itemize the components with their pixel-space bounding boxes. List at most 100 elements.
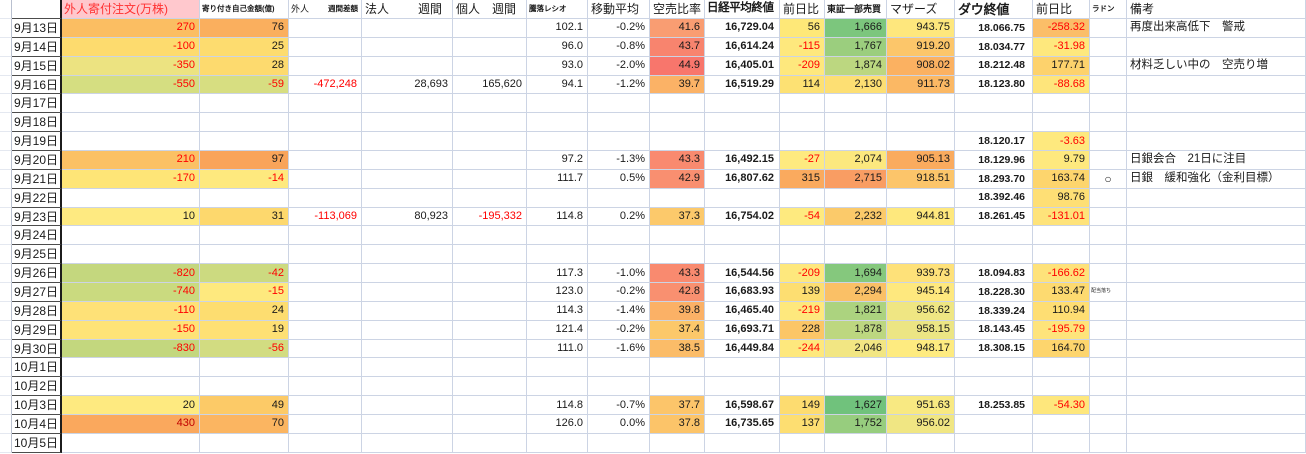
cell-c-row4[interactable]	[200, 94, 289, 114]
cell-m-row15[interactable]: 956.62	[887, 301, 955, 321]
cell-e-row11[interactable]	[362, 226, 453, 246]
cell-f-row11[interactable]	[453, 226, 527, 246]
cell-d-row22[interactable]	[289, 433, 362, 453]
cell-n-row6[interactable]: 18.120.17	[955, 132, 1033, 152]
cell-k-row11[interactable]	[780, 226, 825, 246]
cell-i-row18[interactable]	[650, 358, 705, 378]
cell-d-row13[interactable]	[289, 264, 362, 284]
cell-n-row13[interactable]: 18.094.83	[955, 264, 1033, 284]
cell-h-row13[interactable]: -1.0%	[588, 264, 650, 284]
cell-g-row19[interactable]	[527, 377, 588, 397]
cell-p-row1[interactable]	[1090, 37, 1127, 57]
cell-b-row19[interactable]	[62, 377, 200, 397]
cell-o-row3[interactable]: -88.68	[1033, 75, 1090, 95]
cell-j-row14[interactable]: 16,683.93	[705, 283, 780, 302]
cell-f-row9[interactable]	[453, 188, 527, 208]
cell-q-row12[interactable]	[1127, 245, 1306, 265]
cell-i-row7[interactable]: 43.3	[650, 151, 705, 170]
cell-c-row8[interactable]: -14	[200, 169, 289, 189]
cell-p-row20[interactable]	[1090, 396, 1127, 416]
header-cell-o[interactable]: 前日比	[1033, 0, 1090, 19]
cell-o-row4[interactable]	[1033, 94, 1090, 114]
date-cell[interactable]: 9月25日	[12, 245, 62, 265]
cell-b-row5[interactable]	[62, 113, 200, 133]
cell-o-row6[interactable]: -3.63	[1033, 132, 1090, 152]
cell-n-row20[interactable]: 18.253.85	[955, 396, 1033, 416]
cell-k-row14[interactable]: 139	[780, 283, 825, 302]
cell-b-row17[interactable]: -830	[62, 339, 200, 359]
cell-n-row5[interactable]	[955, 113, 1033, 133]
cell-l-row10[interactable]: 2,232	[825, 207, 887, 227]
cell-c-row10[interactable]: 31	[200, 207, 289, 227]
header-cell-i[interactable]: 空売比率	[650, 0, 705, 19]
cell-c-row2[interactable]: 28	[200, 56, 289, 76]
cell-j-row18[interactable]	[705, 358, 780, 378]
cell-e-row10[interactable]: 80,923	[362, 207, 453, 227]
cell-j-row6[interactable]	[705, 132, 780, 152]
cell-o-row14[interactable]: 133.47	[1033, 283, 1090, 302]
date-cell[interactable]: 9月24日	[12, 226, 62, 246]
cell-k-row4[interactable]	[780, 94, 825, 114]
cell-e-row16[interactable]	[362, 320, 453, 340]
cell-f-row5[interactable]	[453, 113, 527, 133]
cell-b-row12[interactable]	[62, 245, 200, 265]
cell-i-row0[interactable]: 41.6	[650, 19, 705, 38]
cell-f-row20[interactable]	[453, 396, 527, 416]
cell-l-row5[interactable]	[825, 113, 887, 133]
cell-l-row0[interactable]: 1,666	[825, 19, 887, 38]
cell-q-row14[interactable]	[1127, 283, 1306, 302]
cell-k-row9[interactable]	[780, 188, 825, 208]
cell-h-row18[interactable]	[588, 358, 650, 378]
cell-m-row21[interactable]: 956.02	[887, 415, 955, 434]
cell-n-row22[interactable]	[955, 433, 1033, 453]
cell-c-row20[interactable]: 49	[200, 396, 289, 416]
cell-m-row17[interactable]: 948.17	[887, 339, 955, 359]
cell-c-row9[interactable]	[200, 188, 289, 208]
date-cell[interactable]: 9月15日	[12, 56, 62, 76]
cell-i-row21[interactable]: 37.8	[650, 415, 705, 434]
cell-q-row17[interactable]	[1127, 339, 1306, 359]
cell-e-row7[interactable]	[362, 151, 453, 170]
cell-k-row3[interactable]: 114	[780, 75, 825, 95]
cell-l-row14[interactable]: 2,294	[825, 283, 887, 302]
cell-b-row2[interactable]: -350	[62, 56, 200, 76]
cell-i-row16[interactable]: 37.4	[650, 320, 705, 340]
cell-i-row10[interactable]: 37.3	[650, 207, 705, 227]
cell-n-row7[interactable]: 18.129.96	[955, 151, 1033, 170]
cell-j-row1[interactable]: 16,614.24	[705, 37, 780, 57]
cell-g-row20[interactable]: 114.8	[527, 396, 588, 416]
cell-b-row10[interactable]: 10	[62, 207, 200, 227]
cell-i-row22[interactable]	[650, 433, 705, 453]
cell-g-row2[interactable]: 93.0	[527, 56, 588, 76]
cell-h-row10[interactable]: 0.2%	[588, 207, 650, 227]
cell-d-row21[interactable]	[289, 415, 362, 434]
cell-h-row11[interactable]	[588, 226, 650, 246]
header-cell-b[interactable]: 外人寄付注文(万株)	[62, 0, 200, 19]
date-cell[interactable]: 9月13日	[12, 19, 62, 38]
cell-o-row8[interactable]: 163.74	[1033, 169, 1090, 189]
header-cell-l[interactable]: 東証一部売買	[825, 0, 887, 19]
cell-o-row1[interactable]: -31.98	[1033, 37, 1090, 57]
cell-j-row12[interactable]	[705, 245, 780, 265]
header-cell-date[interactable]	[12, 0, 62, 19]
cell-d-row4[interactable]	[289, 94, 362, 114]
cell-o-row19[interactable]	[1033, 377, 1090, 397]
cell-h-row12[interactable]	[588, 245, 650, 265]
cell-c-row6[interactable]	[200, 132, 289, 152]
cell-g-row12[interactable]	[527, 245, 588, 265]
cell-k-row18[interactable]	[780, 358, 825, 378]
cell-l-row17[interactable]: 2,046	[825, 339, 887, 359]
header-cell-d[interactable]: 外人 週間差額	[289, 0, 362, 19]
cell-c-row14[interactable]: -15	[200, 283, 289, 302]
cell-q-row4[interactable]	[1127, 94, 1306, 114]
cell-d-row6[interactable]	[289, 132, 362, 152]
cell-j-row0[interactable]: 16,729.04	[705, 19, 780, 38]
cell-j-row16[interactable]: 16,693.71	[705, 320, 780, 340]
cell-l-row9[interactable]	[825, 188, 887, 208]
cell-m-row16[interactable]: 958.15	[887, 320, 955, 340]
cell-e-row17[interactable]	[362, 339, 453, 359]
cell-p-row9[interactable]	[1090, 188, 1127, 208]
cell-o-row15[interactable]: 110.94	[1033, 301, 1090, 321]
cell-n-row2[interactable]: 18.212.48	[955, 56, 1033, 76]
cell-j-row10[interactable]: 16,754.02	[705, 207, 780, 227]
